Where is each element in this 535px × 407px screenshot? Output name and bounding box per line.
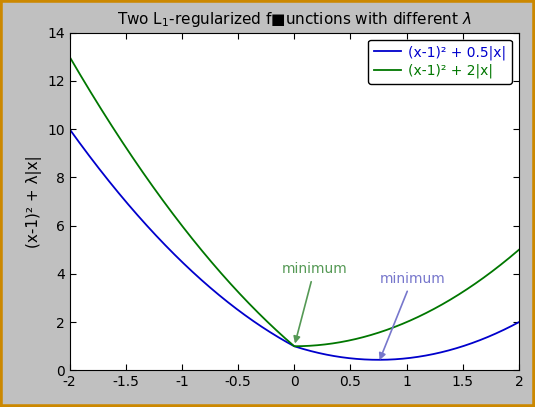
Title: Two L$_1$-regularized f$\blacksquare$unctions with different $\lambda$: Two L$_1$-regularized f$\blacksquare$unc… — [117, 10, 471, 29]
Text: minimum: minimum — [281, 262, 347, 342]
Legend: (x-1)² + 0.5|x|, (x-1)² + 2|x|: (x-1)² + 0.5|x|, (x-1)² + 2|x| — [368, 39, 512, 84]
Y-axis label: (x-1)² + λ|x|: (x-1)² + λ|x| — [26, 155, 42, 248]
Text: minimum: minimum — [379, 272, 445, 359]
